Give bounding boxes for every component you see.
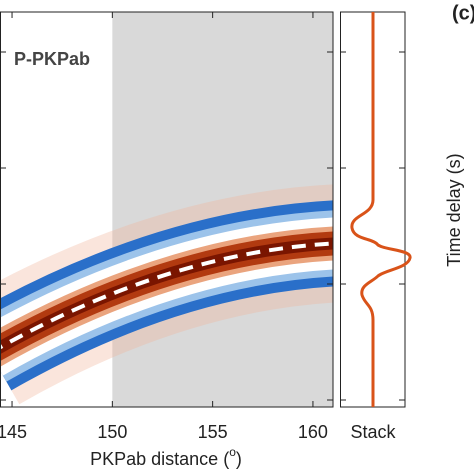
panel-title: P-PKPab — [14, 49, 90, 69]
panel-label: (c) — [452, 2, 474, 24]
y-axis-label: Time delay (s) — [444, 153, 464, 266]
x-axis-label-sup: o — [229, 445, 236, 459]
x-tick-label: 150 — [97, 422, 127, 442]
x-axis-label-part: ) — [236, 449, 242, 469]
x-axis-label-part: PKPab distance ( — [90, 449, 229, 469]
x-tick-label: 160 — [298, 422, 328, 442]
y-ticks — [0, 51, 405, 401]
wavefield — [0, 184, 333, 405]
x-tick-label: 155 — [198, 422, 228, 442]
x-tick-label: 145 — [0, 422, 27, 442]
predicted-curve — [0, 241, 333, 350]
stack-trace — [350, 12, 412, 407]
stack-label: Stack — [350, 422, 396, 442]
x-axis-label: PKPab distance (o) — [90, 445, 242, 469]
main-axes — [0, 11, 334, 408]
